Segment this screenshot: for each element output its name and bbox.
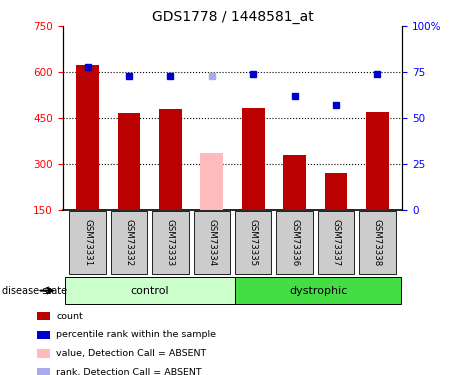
Text: count: count xyxy=(56,312,83,321)
Bar xyxy=(159,109,182,210)
FancyBboxPatch shape xyxy=(318,211,354,274)
Bar xyxy=(242,108,265,210)
Text: GSM73337: GSM73337 xyxy=(332,219,340,266)
Text: GSM73334: GSM73334 xyxy=(207,219,216,266)
Text: dystrophic: dystrophic xyxy=(289,286,347,296)
Bar xyxy=(200,153,223,210)
Text: percentile rank within the sample: percentile rank within the sample xyxy=(56,330,216,339)
Bar xyxy=(76,64,99,210)
Text: GSM73331: GSM73331 xyxy=(83,219,92,266)
Text: control: control xyxy=(130,286,169,296)
Text: GSM73335: GSM73335 xyxy=(249,219,258,266)
Title: GDS1778 / 1448581_at: GDS1778 / 1448581_at xyxy=(152,10,313,24)
FancyBboxPatch shape xyxy=(111,211,147,274)
FancyBboxPatch shape xyxy=(69,211,106,274)
FancyBboxPatch shape xyxy=(193,211,230,274)
FancyBboxPatch shape xyxy=(235,277,401,304)
Bar xyxy=(283,156,306,210)
Text: value, Detection Call = ABSENT: value, Detection Call = ABSENT xyxy=(56,349,206,358)
Text: disease state: disease state xyxy=(2,286,67,296)
Bar xyxy=(325,172,347,210)
Text: rank, Detection Call = ABSENT: rank, Detection Call = ABSENT xyxy=(56,368,202,375)
Bar xyxy=(37,350,50,358)
Text: GSM73338: GSM73338 xyxy=(373,219,382,266)
Bar xyxy=(37,331,50,339)
FancyBboxPatch shape xyxy=(359,211,396,274)
Bar xyxy=(118,112,140,210)
Bar xyxy=(37,368,50,375)
FancyBboxPatch shape xyxy=(276,211,313,274)
FancyBboxPatch shape xyxy=(65,277,234,304)
Bar xyxy=(366,112,389,210)
Text: GSM73332: GSM73332 xyxy=(125,219,133,266)
FancyBboxPatch shape xyxy=(152,211,189,274)
Text: GSM73333: GSM73333 xyxy=(166,219,175,266)
Bar xyxy=(37,312,50,320)
FancyBboxPatch shape xyxy=(235,211,272,274)
Text: GSM73336: GSM73336 xyxy=(290,219,299,266)
